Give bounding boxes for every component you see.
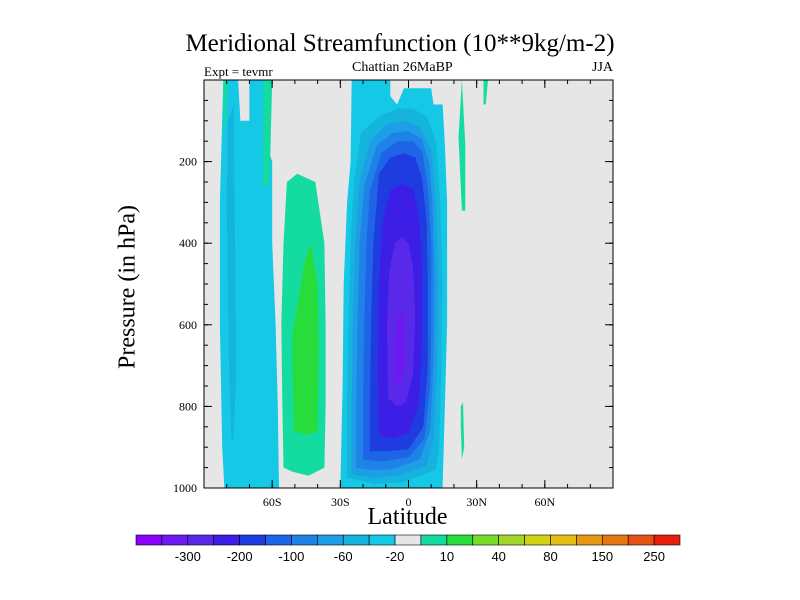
- colorbar-swatch: [550, 534, 577, 546]
- colorbar-swatch: [446, 534, 474, 546]
- colorbar-label: -200: [227, 549, 253, 564]
- period-label: Chattian 26MaBP: [352, 60, 453, 75]
- x-tick-label: 0: [406, 495, 412, 509]
- colorbar: -300 -200 -100 -60 -20 10 40 80 150 250: [135, 534, 681, 564]
- colorbar-swatch: [576, 534, 603, 546]
- colorbar-swatch: [653, 534, 681, 546]
- contour-sh-cell-core: [394, 312, 406, 382]
- season-label: JJA: [592, 60, 614, 75]
- colorbar-label: -60: [334, 549, 353, 564]
- colorbar-swatch: [213, 534, 240, 546]
- x-tick-label: 60S: [263, 495, 282, 509]
- contour-nh-green-sliver-2: [460, 402, 465, 460]
- y-tick-label: 400: [179, 236, 197, 250]
- colorbar-label: -100: [278, 549, 304, 564]
- contour-nh-green-sliver: [458, 80, 466, 211]
- colorbar-swatch: [627, 534, 655, 546]
- chart-title: Meridional Streamfunction (10**9kg/m-2): [185, 30, 615, 57]
- contour-sh-west-inner: [226, 104, 236, 439]
- x-tick-label: 60N: [534, 495, 555, 509]
- colorbar-swatch: [472, 534, 499, 546]
- colorbar-swatch: [368, 534, 396, 546]
- colorbar-swatch: [265, 534, 292, 546]
- contour-green-belt-inner: [292, 243, 319, 435]
- contour-sh-west-green-2: [263, 80, 273, 187]
- colorbar-swatch: [498, 534, 525, 546]
- y-tick-label: 800: [179, 399, 197, 413]
- x-tick-label: 30S: [331, 495, 350, 509]
- x-axis-label: Latitude: [367, 504, 448, 530]
- y-tick-label: 600: [179, 318, 197, 332]
- colorbar-label: 250: [643, 549, 665, 564]
- y-axis-label: Pressure (in hPa): [114, 205, 141, 369]
- colorbar-swatch: [187, 534, 215, 546]
- colorbar-swatch: [291, 534, 318, 546]
- colorbar-label: -300: [175, 549, 201, 564]
- colorbar-swatch: [394, 534, 422, 546]
- colorbar-swatch: [601, 534, 629, 546]
- colorbar-label: 10: [440, 549, 454, 564]
- colorbar-swatch: [161, 534, 189, 546]
- contour-layer: [219, 80, 488, 488]
- colorbar-swatch: [239, 534, 266, 546]
- colorbar-swatch: [342, 534, 370, 546]
- colorbar-label: 150: [591, 549, 613, 564]
- colorbar-label: 40: [491, 549, 505, 564]
- x-tick-label: 30N: [466, 495, 487, 509]
- colorbar-swatch: [420, 534, 448, 546]
- colorbar-swatch: [524, 534, 551, 546]
- colorbar-swatch: [135, 534, 163, 546]
- y-tick-label: 200: [179, 155, 197, 169]
- colorbar-label: 80: [543, 549, 557, 564]
- contour-sh-west-green-1: [223, 80, 228, 142]
- experiment-label: Expt = tevmr: [204, 64, 273, 79]
- colorbar-swatch: [317, 534, 344, 546]
- colorbar-label: -20: [386, 549, 405, 564]
- axis-layer: 60S 30S 0 30N 60N 200 400 600 800 1000: [173, 79, 614, 509]
- contour-nh-top-blip: [483, 80, 488, 105]
- y-tick-label: 1000: [173, 481, 197, 495]
